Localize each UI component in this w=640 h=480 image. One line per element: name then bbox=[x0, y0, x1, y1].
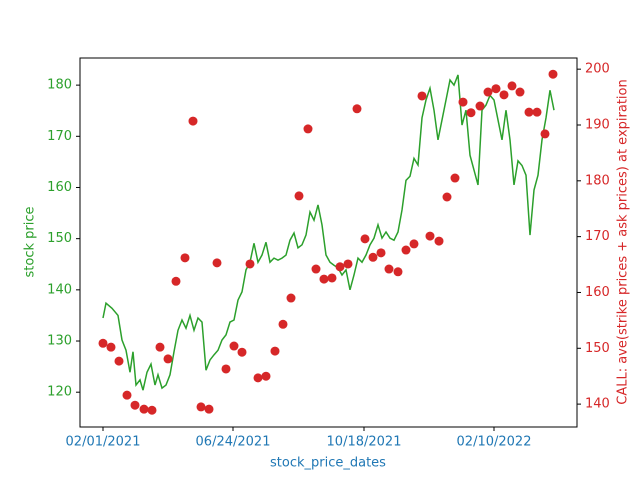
scatter-point bbox=[155, 342, 165, 352]
x-tick-label: 02/01/2021 bbox=[66, 435, 141, 450]
scatter-point bbox=[483, 87, 493, 97]
scatter-point bbox=[376, 248, 386, 258]
scatter-point bbox=[221, 364, 231, 374]
scatter-point bbox=[98, 338, 108, 348]
scatter-point bbox=[278, 319, 288, 329]
scatter-point bbox=[417, 91, 427, 101]
scatter-point bbox=[212, 258, 222, 268]
scatter-point bbox=[499, 90, 509, 100]
y-tick-label: 120 bbox=[47, 385, 72, 400]
scatter-point bbox=[303, 124, 313, 134]
scatter-point bbox=[204, 404, 214, 414]
y-tick-label: 130 bbox=[47, 334, 72, 349]
scatter-point bbox=[286, 293, 296, 303]
y-tick-label: 180 bbox=[47, 78, 72, 93]
scatter-point bbox=[261, 371, 271, 381]
scatter-point bbox=[466, 108, 476, 118]
x-tick-label: 06/24/2021 bbox=[196, 435, 271, 450]
scatter-point bbox=[532, 107, 542, 117]
y-tick-label: 150 bbox=[47, 231, 72, 246]
scatter-point bbox=[384, 264, 394, 274]
scatter-point bbox=[393, 267, 403, 277]
y2-tick-label: 160 bbox=[585, 285, 610, 300]
scatter-point bbox=[335, 262, 345, 272]
scatter-point bbox=[319, 274, 329, 284]
scatter-point bbox=[122, 390, 132, 400]
scatter-point bbox=[245, 259, 255, 269]
scatter-point bbox=[114, 356, 124, 366]
scatter-point bbox=[229, 341, 239, 351]
y-tick-label: 140 bbox=[47, 282, 72, 297]
scatter-point bbox=[434, 236, 444, 246]
scatter-point bbox=[401, 245, 411, 255]
scatter-point bbox=[491, 84, 501, 94]
x-tick-label: 10/18/2021 bbox=[327, 435, 402, 450]
scatter-point bbox=[442, 192, 452, 202]
scatter-point bbox=[171, 276, 181, 286]
scatter-point bbox=[352, 104, 362, 114]
scatter-point bbox=[524, 107, 534, 117]
scatter-point bbox=[507, 81, 517, 91]
y-tick-label: 160 bbox=[47, 180, 72, 195]
scatter-point bbox=[188, 116, 198, 126]
y-axis-label: stock price bbox=[23, 207, 38, 278]
y2-tick-label: 150 bbox=[585, 341, 610, 356]
scatter-point bbox=[139, 404, 149, 414]
scatter-point bbox=[360, 234, 370, 244]
scatter-point bbox=[163, 354, 173, 364]
scatter-point bbox=[327, 273, 337, 283]
y2-tick-label: 170 bbox=[585, 229, 610, 244]
scatter-point bbox=[147, 405, 157, 415]
scatter-point bbox=[515, 87, 525, 97]
scatter-point bbox=[294, 191, 304, 201]
scatter-point bbox=[106, 342, 116, 352]
scatter-point bbox=[475, 101, 485, 111]
x-axis-label: stock_price_dates bbox=[270, 456, 386, 471]
y2-tick-label: 140 bbox=[585, 397, 610, 412]
scatter-point bbox=[180, 253, 190, 263]
scatter-point bbox=[450, 173, 460, 183]
scatter-point bbox=[458, 97, 468, 107]
scatter-point bbox=[237, 347, 247, 357]
scatter-point bbox=[368, 252, 378, 262]
scatter-point bbox=[409, 239, 419, 249]
y-tick-label: 170 bbox=[47, 129, 72, 144]
scatter-point bbox=[311, 264, 321, 274]
y2-axis-label: CALL: ave(strike prices + ask prices) at… bbox=[616, 79, 631, 404]
y2-tick-label: 190 bbox=[585, 117, 610, 132]
y2-tick-label: 180 bbox=[585, 173, 610, 188]
scatter-point bbox=[270, 346, 280, 356]
price-line bbox=[102, 74, 555, 391]
x-tick-label: 02/10/2022 bbox=[457, 435, 532, 450]
plot-frame bbox=[79, 57, 578, 428]
scatter-point bbox=[196, 402, 206, 412]
scatter-point bbox=[548, 69, 558, 79]
scatter-point bbox=[130, 400, 140, 410]
scatter-point bbox=[343, 259, 353, 269]
scatter-point bbox=[540, 129, 550, 139]
scatter-point bbox=[253, 373, 263, 383]
scatter-point bbox=[425, 231, 435, 241]
y2-tick-label: 200 bbox=[585, 62, 610, 77]
